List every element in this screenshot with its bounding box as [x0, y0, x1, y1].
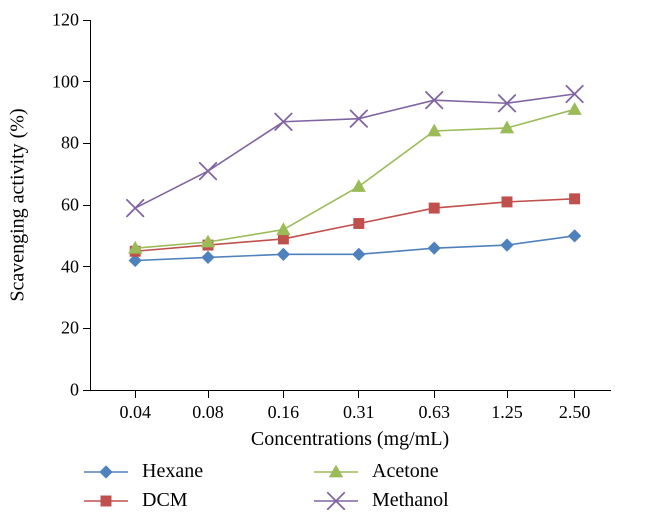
legend-label: DCM [142, 489, 188, 512]
legend-item-hexane: Hexane [82, 460, 292, 483]
x-tick-label: 0.04 [119, 390, 151, 423]
legend-swatch [82, 492, 130, 510]
x-axis-label: Concentrations (mg/mL) [251, 428, 449, 451]
y-tick-label: 120 [52, 10, 91, 31]
legend: Hexane Acetone DCM Methanol [82, 460, 562, 512]
x-tick-label: 1.25 [491, 390, 523, 423]
x-tick-label: 0.08 [192, 390, 224, 423]
legend-swatch [312, 463, 360, 481]
plot-area: 0204060801001200.040.080.160.310.631.252… [90, 20, 611, 391]
x-tick-label: 2.50 [559, 390, 591, 423]
legend-label: Methanol [372, 489, 449, 512]
y-tick-label: 100 [52, 71, 91, 92]
y-tick-label: 80 [61, 133, 91, 154]
x-tick-label: 0.16 [268, 390, 300, 423]
series-methanol [91, 20, 611, 390]
legend-label: Acetone [372, 460, 439, 483]
legend-item-dcm: DCM [82, 489, 292, 512]
chart-container: { "chart": { "type": "line", "xlabel": "… [0, 0, 649, 517]
legend-item-acetone: Acetone [312, 460, 522, 483]
x-tick-label: 0.63 [418, 390, 450, 423]
y-tick-label: 0 [70, 380, 91, 401]
y-tick-label: 20 [61, 318, 91, 339]
x-tick-label: 0.31 [343, 390, 375, 423]
legend-item-methanol: Methanol [312, 489, 522, 512]
y-tick-label: 60 [61, 195, 91, 216]
y-tick-label: 40 [61, 256, 91, 277]
legend-swatch [82, 463, 130, 481]
legend-label: Hexane [142, 460, 203, 483]
y-axis-label: Scavenging activity (%) [7, 108, 30, 301]
legend-swatch [312, 492, 360, 510]
